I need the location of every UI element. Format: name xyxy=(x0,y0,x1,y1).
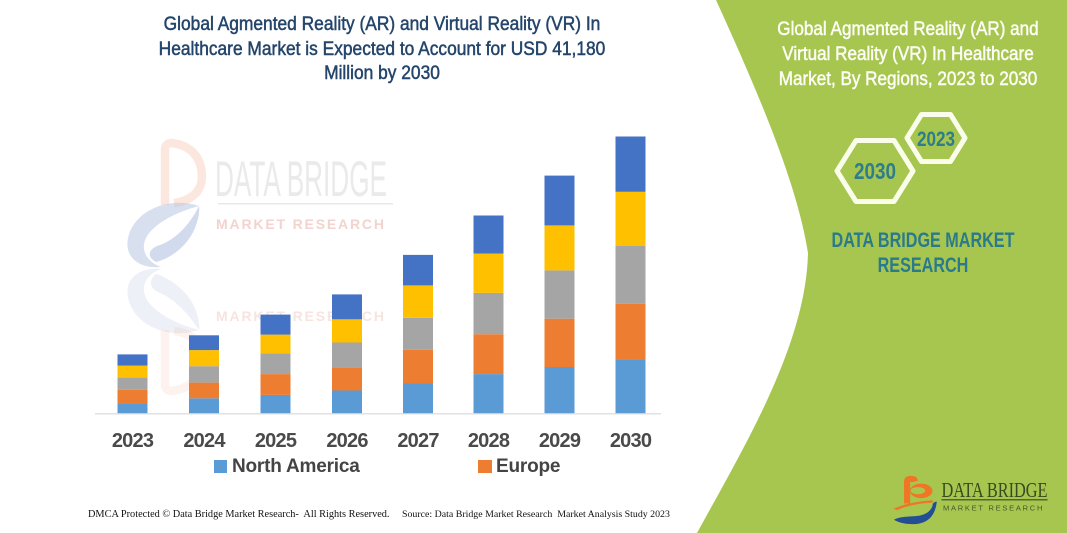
svg-text:DATA BRIDGE: DATA BRIDGE xyxy=(215,151,387,207)
svg-text:MARKET RESEARCH: MARKET RESEARCH xyxy=(943,504,1045,513)
svg-text:DATA BRIDGE: DATA BRIDGE xyxy=(942,478,1048,502)
svg-text:2030: 2030 xyxy=(854,158,896,184)
svg-text:MARKET RESEARCH: MARKET RESEARCH xyxy=(216,216,388,232)
svg-text:2023: 2023 xyxy=(917,128,955,151)
